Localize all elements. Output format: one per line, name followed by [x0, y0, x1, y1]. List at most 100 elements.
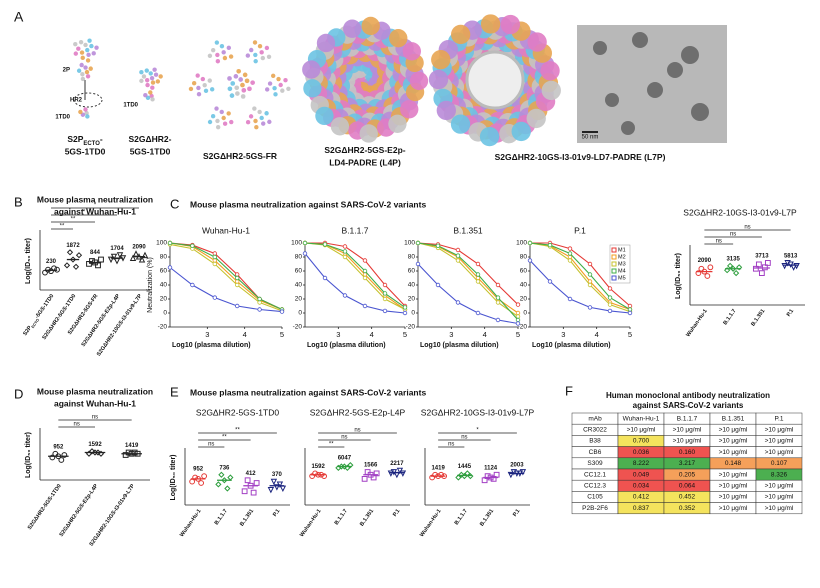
category-label: P.1 — [512, 509, 521, 519]
data-point — [138, 256, 146, 263]
structure-render — [267, 119, 272, 125]
data-point — [247, 482, 254, 489]
panel-title: against Wuhan-Hu-1 — [54, 206, 136, 216]
table-cell-text: B38 — [589, 438, 601, 445]
subplot-title: S2GΔHR2-10GS-I3-01v9-L7P — [421, 407, 535, 417]
titer-label: 2090 — [698, 258, 712, 264]
structure-render — [83, 65, 88, 70]
titer-label: 3135 — [726, 256, 740, 262]
data-point — [212, 251, 217, 256]
text-part: S2GΔHR2-5GS-FR — [203, 151, 277, 161]
structure-render — [139, 69, 144, 75]
neutralization-curve — [529, 242, 631, 313]
data-point — [458, 471, 465, 478]
cage — [465, 50, 525, 110]
data-point — [519, 469, 527, 476]
data-point — [234, 303, 240, 309]
text-part: S2GΔHR2-5GS-E2p- — [324, 145, 405, 155]
table-cell-text: >10 μg/ml — [719, 505, 748, 512]
data-point — [234, 282, 240, 288]
titer-label: 1566 — [364, 463, 378, 469]
data-point — [455, 258, 461, 263]
panel-label: F — [565, 383, 573, 398]
structure-render — [88, 66, 93, 71]
structure-render — [247, 86, 252, 92]
structure-render — [330, 117, 350, 136]
structure-render — [302, 60, 321, 79]
data-point — [455, 300, 461, 305]
neutralization-curve — [304, 242, 406, 308]
structure-render — [149, 75, 155, 81]
table-cell-text: P2B-2F6 — [582, 505, 608, 512]
particle — [647, 82, 663, 98]
structure-render — [215, 118, 220, 124]
data-point — [94, 449, 102, 456]
table-cell-text: 0.837 — [633, 505, 650, 512]
table-cell-text: 0.049 — [633, 471, 650, 478]
structure-render — [252, 40, 258, 45]
data-point — [347, 462, 354, 469]
neutralization-curve — [530, 242, 631, 307]
structure-render — [207, 78, 212, 83]
data-point — [48, 268, 54, 275]
scale-bar-label: 50 nm — [582, 135, 599, 141]
legend-label: M1 — [618, 247, 626, 253]
x-tick-label: 3 — [449, 330, 453, 339]
structure-render — [141, 74, 147, 79]
x-tick-label: 3 — [205, 330, 209, 339]
neutralization-curve — [305, 242, 406, 307]
structure-render — [195, 73, 200, 78]
data-point — [341, 463, 348, 470]
structure-render — [150, 97, 155, 102]
subplot-title: S2GΔHR2-5GS-E2p-L4P — [310, 407, 406, 417]
text-part: S2P — [23, 325, 34, 337]
structure-render — [252, 106, 257, 111]
structure-render — [222, 121, 228, 126]
x-tick-label: 5 — [403, 330, 407, 339]
panel-title: Mouse plasma neutralization against SARS… — [190, 387, 426, 397]
y-axis-label: Log(ID₅₀ titer) — [25, 238, 32, 284]
table-cell-text: >10 μg/ml — [765, 438, 794, 445]
data-point — [382, 282, 388, 288]
titer-label: 5813 — [784, 254, 798, 260]
structure-render — [80, 112, 86, 117]
structure-render — [479, 126, 500, 147]
structure-render — [283, 78, 288, 83]
structure-name: S2PECTO- — [67, 134, 102, 146]
structure-render — [200, 76, 206, 82]
data-point — [507, 471, 515, 479]
table-cell-text: 0.034 — [633, 483, 650, 490]
structure-render — [540, 61, 560, 81]
structure-render — [259, 115, 264, 121]
comparison-label: ns — [73, 422, 79, 428]
data-point — [387, 470, 395, 477]
structure-render — [150, 80, 156, 85]
y-tick-label: 80 — [295, 254, 303, 261]
comparison-label: ** — [60, 224, 65, 230]
structure-render — [400, 100, 419, 119]
comparison-label: ns — [92, 415, 98, 421]
y-tick-label: 40 — [160, 282, 168, 289]
y-tick-label: 0 — [523, 310, 527, 317]
y-tick-label: -20 — [158, 324, 168, 331]
comparison-label: ns — [208, 442, 214, 448]
structure-render — [273, 92, 278, 97]
data-point — [212, 261, 217, 267]
table-cell-text: 8.326 — [771, 471, 788, 478]
data-point — [212, 295, 217, 300]
data-point — [141, 251, 149, 259]
y-axis-label: Log(ID₅₀ titer) — [675, 253, 682, 299]
structure-render — [388, 114, 407, 134]
y-tick-label: 60 — [520, 268, 528, 275]
structure-render — [257, 43, 263, 49]
structure-render — [248, 114, 254, 119]
table-cell-text: >10 μg/ml — [719, 494, 748, 501]
structure-render — [145, 95, 151, 101]
structure-name: S2GΔHR2-5GS-FR — [203, 151, 277, 161]
structure-render — [85, 74, 91, 79]
table-header: B.1.1.7 — [677, 415, 698, 422]
structure-render — [210, 114, 216, 119]
table-cell — [755, 502, 803, 515]
structure-annotation: HR2 — [70, 98, 83, 104]
data-point — [402, 310, 408, 316]
